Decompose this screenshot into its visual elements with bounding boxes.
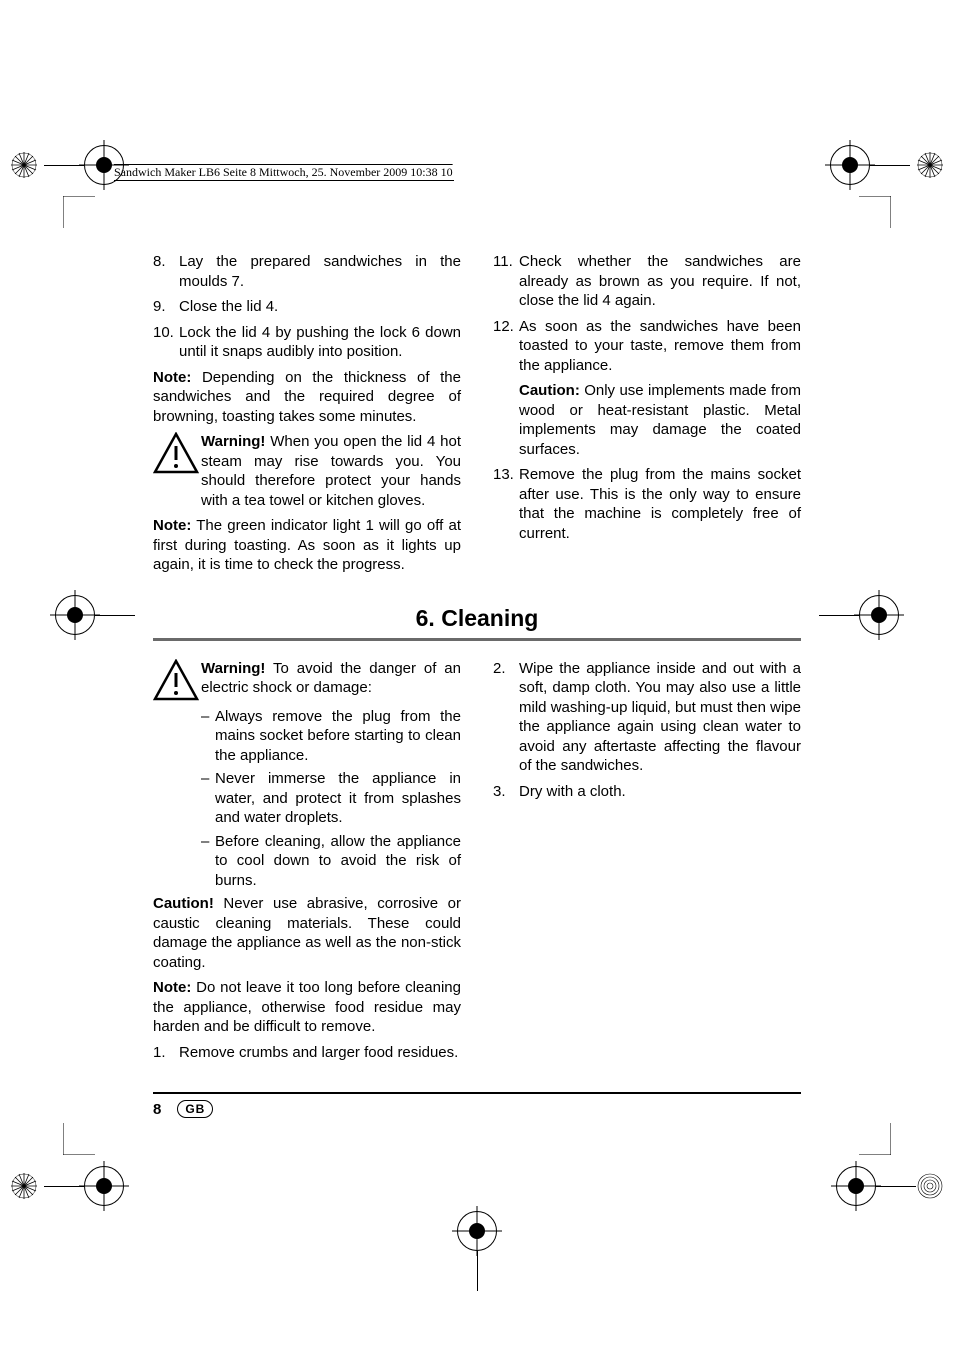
section-rule xyxy=(153,638,801,641)
crop-mark-bottom-right xyxy=(836,1166,944,1206)
step-item: 1.Remove crumbs and larger food residues… xyxy=(153,1043,461,1063)
footer-rule xyxy=(153,1092,801,1094)
target-icon xyxy=(830,145,870,185)
target-icon xyxy=(457,1211,497,1251)
step-number: 11. xyxy=(493,252,519,311)
column-left: Warning! To avoid the danger of an elect… xyxy=(153,659,461,1069)
crop-mark-mid-right xyxy=(819,595,899,635)
target-icon xyxy=(84,1166,124,1206)
warning-label: Warning! xyxy=(201,660,265,677)
note-label: Note: xyxy=(153,517,191,534)
caution-label: Caution: xyxy=(519,382,580,399)
step-item: 9.Close the lid 4. xyxy=(153,297,461,317)
caution-label: Caution! xyxy=(153,895,214,912)
note-text: The green indicator light 1 will go off … xyxy=(153,517,461,573)
note-text: Depending on the thickness of the sandwi… xyxy=(153,369,461,425)
target-icon xyxy=(859,595,899,635)
step-item: 8.Lay the prepared sandwiches in the mou… xyxy=(153,252,461,291)
crop-mark-bottom-left xyxy=(10,1166,124,1206)
concentric-icon xyxy=(916,1172,944,1200)
step-text: Lay the prepared sandwiches in the mould… xyxy=(179,252,461,291)
corner-bracket-tr xyxy=(859,196,891,228)
starburst-icon xyxy=(916,151,944,179)
starburst-icon xyxy=(10,151,38,179)
step-item: 12.As soon as the sandwiches have been t… xyxy=(493,317,801,376)
column-right: 11.Check whether the sandwiches are alre… xyxy=(493,252,801,581)
bullet-dash: – xyxy=(201,707,215,766)
crop-mark-top-left xyxy=(10,145,124,185)
page-footer: 8 GB xyxy=(153,1092,801,1118)
target-icon xyxy=(55,595,95,635)
step-text: Dry with a cloth. xyxy=(519,782,801,802)
language-badge: GB xyxy=(177,1100,213,1118)
step-number: 13. xyxy=(493,465,519,543)
page-number: 8 xyxy=(153,1101,161,1118)
page-content: 8.Lay the prepared sandwiches in the mou… xyxy=(153,252,801,1068)
step-item: 13.Remove the plug from the mains socket… xyxy=(493,465,801,543)
step-text: Remove the plug from the mains socket af… xyxy=(519,465,801,543)
column-left: 8.Lay the prepared sandwiches in the mou… xyxy=(153,252,461,581)
header-underline xyxy=(114,180,454,181)
step-text: Close the lid 4. xyxy=(179,297,461,317)
bullet-dash: – xyxy=(201,769,215,828)
note-label: Note: xyxy=(153,369,191,386)
bullet-dash: – xyxy=(201,832,215,891)
step-item: 2.Wipe the appliance inside and out with… xyxy=(493,659,801,776)
starburst-icon xyxy=(10,1172,38,1200)
bullet-text: Always remove the plug from the mains so… xyxy=(215,707,461,766)
note-text: Do not leave it too long before cleaning… xyxy=(153,979,461,1035)
section-title: 6. Cleaning xyxy=(153,605,801,632)
target-icon xyxy=(836,1166,876,1206)
step-number: 12. xyxy=(493,317,519,376)
step-text: Remove crumbs and larger food residues. xyxy=(179,1043,461,1063)
step-number: 9. xyxy=(153,297,179,317)
step-text: Check whether the sandwiches are already… xyxy=(519,252,801,311)
step-item: 3.Dry with a cloth. xyxy=(493,782,801,802)
warning-label: Warning! xyxy=(201,433,265,450)
crop-mark-top-right xyxy=(830,145,944,185)
warning-icon xyxy=(153,432,201,474)
step-item: 11.Check whether the sandwiches are alre… xyxy=(493,252,801,311)
step-item: 10.Lock the lid 4 by pushing the lock 6 … xyxy=(153,323,461,362)
step-text: Lock the lid 4 by pushing the lock 6 dow… xyxy=(179,323,461,362)
bullet-text: Before cleaning, allow the appliance to … xyxy=(215,832,461,891)
warning-icon xyxy=(153,659,201,701)
step-text: Wipe the appliance inside and out with a… xyxy=(519,659,801,776)
bullet-item: –Never immerse the appliance in water, a… xyxy=(201,769,461,828)
column-right: 2.Wipe the appliance inside and out with… xyxy=(493,659,801,1069)
step-number: 1. xyxy=(153,1043,179,1063)
step-number: 2. xyxy=(493,659,519,776)
bullet-item: –Before cleaning, allow the appliance to… xyxy=(201,832,461,891)
corner-bracket-br xyxy=(859,1123,891,1155)
corner-bracket-bl xyxy=(63,1123,95,1155)
step-number: 10. xyxy=(153,323,179,362)
step-number: 3. xyxy=(493,782,519,802)
crop-mark-mid-left xyxy=(55,595,135,635)
note-label: Note: xyxy=(153,979,191,996)
pdf-header-text: Sandwich Maker LB6 Seite 8 Mittwoch, 25.… xyxy=(114,165,453,180)
bullet-text: Never immerse the appliance in water, an… xyxy=(215,769,461,828)
bullet-item: –Always remove the plug from the mains s… xyxy=(201,707,461,766)
crop-mark-bottom-center xyxy=(457,1211,497,1291)
step-text: As soon as the sandwiches have been toas… xyxy=(519,317,801,376)
step-number: 8. xyxy=(153,252,179,291)
corner-bracket-tl xyxy=(63,196,95,228)
